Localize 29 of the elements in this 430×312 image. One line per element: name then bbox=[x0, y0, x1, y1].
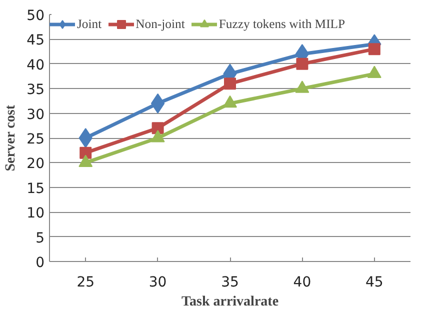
point bbox=[224, 78, 236, 90]
x-tick-label: 25 bbox=[76, 274, 95, 290]
x-tick-label: 40 bbox=[293, 274, 312, 290]
x-tick-label: 35 bbox=[221, 274, 239, 290]
y-tick-label: 25 bbox=[26, 132, 45, 148]
y-tick-label: 40 bbox=[26, 57, 45, 74]
x-tick-label: 45 bbox=[365, 274, 384, 290]
point bbox=[152, 122, 164, 134]
y-tick-label: 15 bbox=[26, 180, 45, 197]
y-axis-title: Server cost bbox=[4, 104, 19, 172]
y-tick-label: 20 bbox=[26, 156, 45, 172]
point bbox=[78, 128, 92, 148]
y-tick-label: 35 bbox=[26, 82, 45, 98]
legend-label: Fuzzy tokens with MILP bbox=[218, 16, 346, 32]
point bbox=[150, 93, 165, 114]
y-tick-label: 5 bbox=[36, 230, 45, 246]
y-tick-label: 30 bbox=[26, 106, 45, 123]
point bbox=[368, 43, 380, 56]
y-tick-label: 10 bbox=[26, 206, 45, 222]
y-tick-label: 0 bbox=[36, 255, 45, 271]
x-tick-label: 30 bbox=[148, 274, 167, 290]
legend-label: Joint bbox=[77, 16, 102, 32]
y-tick-label: 50 bbox=[26, 8, 45, 24]
point bbox=[296, 58, 308, 70]
x-axis-title: Task arrivalrate bbox=[181, 294, 279, 310]
point bbox=[80, 146, 92, 159]
legend-label: Non-joint bbox=[136, 16, 185, 32]
point bbox=[78, 154, 93, 167]
y-tick-label: 45 bbox=[26, 32, 45, 49]
